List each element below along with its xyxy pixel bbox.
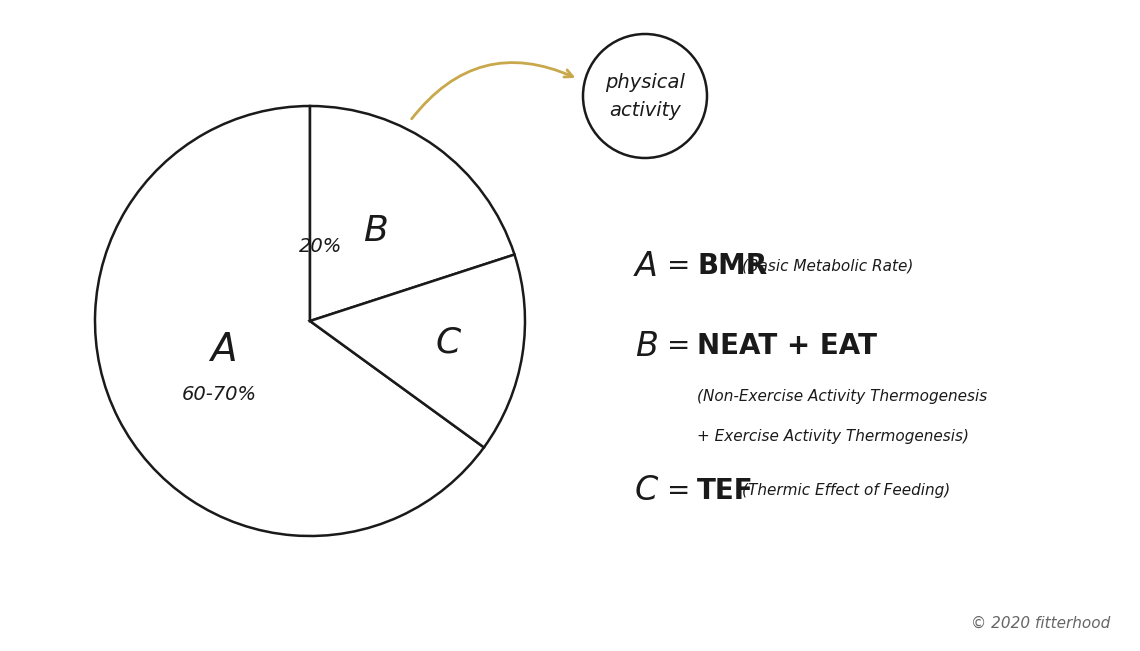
Text: © 2020 fitterhood: © 2020 fitterhood bbox=[971, 615, 1110, 631]
Text: A: A bbox=[211, 331, 237, 369]
Text: TEF: TEF bbox=[697, 477, 754, 505]
Text: BMR: BMR bbox=[697, 252, 767, 280]
Text: (Non-Exercise Activity Thermogenesis: (Non-Exercise Activity Thermogenesis bbox=[697, 389, 987, 404]
Text: C: C bbox=[635, 475, 658, 508]
Circle shape bbox=[583, 34, 707, 158]
Text: (Basic Metabolic Rate): (Basic Metabolic Rate) bbox=[742, 258, 914, 273]
Wedge shape bbox=[310, 255, 526, 447]
Text: 20%: 20% bbox=[299, 237, 342, 256]
Wedge shape bbox=[310, 106, 514, 321]
Text: 60-70%: 60-70% bbox=[181, 385, 256, 404]
Text: (Thermic Effect of Feeding): (Thermic Effect of Feeding) bbox=[742, 484, 951, 499]
Text: C: C bbox=[435, 326, 461, 360]
Wedge shape bbox=[95, 106, 484, 536]
Text: =: = bbox=[667, 477, 691, 505]
Text: + Exercise Activity Thermogenesis): + Exercise Activity Thermogenesis) bbox=[697, 428, 969, 443]
FancyArrowPatch shape bbox=[412, 62, 572, 118]
Text: =: = bbox=[667, 252, 691, 280]
Text: NEAT + EAT: NEAT + EAT bbox=[697, 332, 877, 360]
Text: B: B bbox=[635, 329, 658, 363]
Text: physical
activity: physical activity bbox=[605, 72, 685, 120]
Text: =: = bbox=[667, 332, 691, 360]
Text: B: B bbox=[364, 214, 388, 247]
Text: A: A bbox=[635, 249, 658, 283]
